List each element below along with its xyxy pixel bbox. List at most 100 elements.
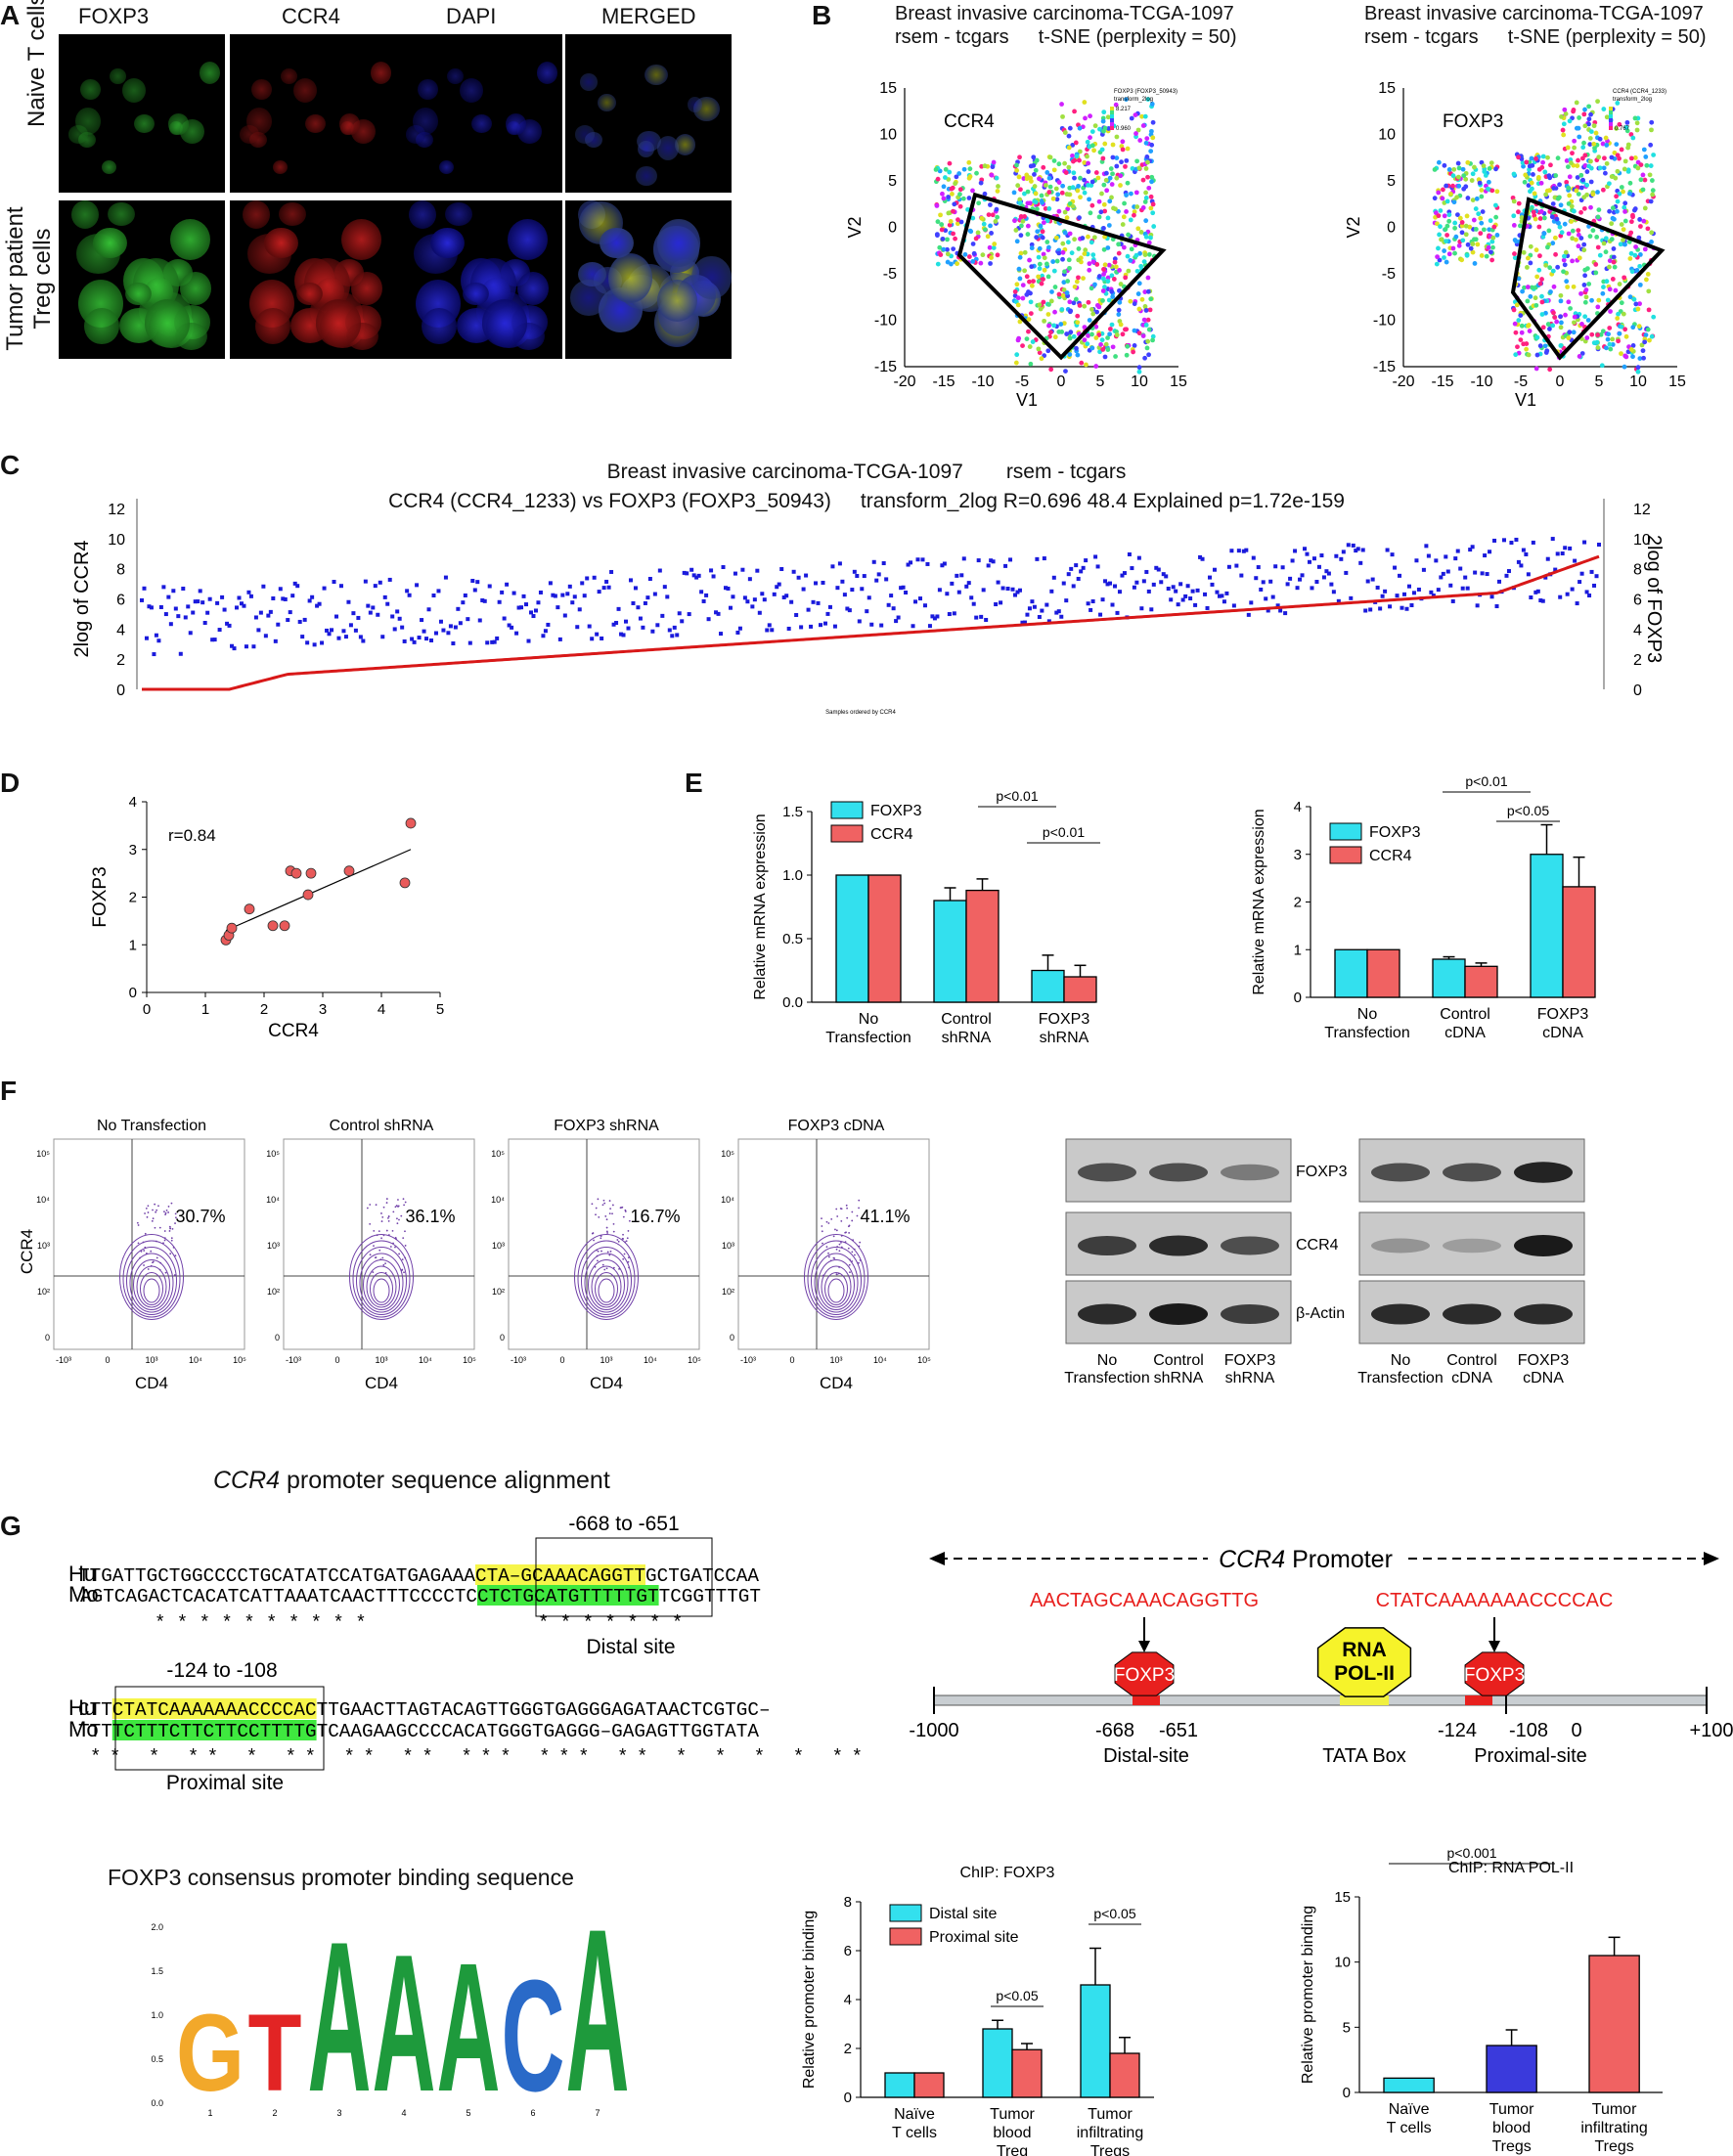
foxp3-point [1341,550,1346,554]
y-tick-label: -5 [883,266,897,283]
foxp3-point [1037,614,1042,619]
tsne-point [1136,365,1142,371]
tsne-point [1444,239,1449,244]
tsne-point [1464,252,1470,258]
tsne-point [1525,255,1531,261]
foxp3-point [346,599,351,604]
tsne-point [1539,299,1545,305]
tsne-point [1100,118,1106,124]
foxp3-point [1363,608,1368,613]
flow-xtick: 10⁴ [644,1355,657,1365]
tsne-point [1061,280,1067,286]
tsne-point [970,259,976,264]
foxp3-point [1022,620,1027,625]
flow-xlabel: CD4 [365,1374,398,1392]
tsne-point [1018,233,1024,239]
foxp3-point [716,611,721,616]
foxp3-point [937,588,942,593]
distal-motif: AACTAGCAAACAGGTTG [1030,1590,1259,1611]
tsne-point [1641,218,1647,224]
tsne-point [1636,324,1642,330]
foxp3-point [855,573,860,578]
tsne-point [1563,249,1569,255]
foxp3-point [1020,620,1025,625]
tsne-point [1524,159,1530,165]
tsne-point [1044,170,1050,175]
foxp3-point [896,615,901,620]
tsne-point [1018,223,1024,229]
tsne-point [1024,172,1030,178]
flow-event [833,1257,836,1259]
tsne-point [1064,331,1070,336]
tsne-point [1036,346,1042,352]
panel-c-title2a: CCR4 (CCR4_1233) vs FOXP3 (FOXP3_50943) [388,490,831,512]
tsne-point [987,244,993,250]
tsne-point [1063,170,1069,175]
conservation-stars: ** * ** * ** ** ** *** *** ** * * * * ** [90,1746,863,1768]
tsne-point [947,160,953,166]
cell-blob [124,282,152,305]
foxp3-point [1509,541,1514,546]
tsne-point [1150,135,1156,141]
tsne-point [1072,237,1077,242]
tsne-point [1093,324,1099,330]
foxp3-point [580,581,585,586]
flow-event [597,1198,600,1201]
flow-event [387,1219,390,1222]
c-ylabel-left: 2log of CCR4 [71,540,93,657]
foxp3-point [689,567,694,572]
tsne-point [1481,227,1487,233]
tsne-point [1105,215,1111,221]
tsne-point [1488,218,1493,224]
flow-event [401,1268,404,1271]
tsne-point [1142,113,1148,119]
flow-event [856,1214,859,1217]
cell-blob [78,131,97,148]
bar-category-label: Tregs [1594,2138,1633,2155]
flow-event [821,1217,822,1220]
flow-event [379,1258,382,1261]
tsne-point [1100,288,1106,293]
tsne-point [1577,255,1582,261]
tsne-point [1562,253,1567,259]
foxp3-point [1326,571,1331,576]
tsne-point [1461,173,1467,179]
tsne-point [1072,284,1078,289]
tsne-point [1476,211,1482,217]
flow-xtick: 0 [105,1355,110,1365]
tsne-point [1606,181,1612,187]
cell-blob [83,307,119,345]
tsne-point [989,172,995,178]
foxp3-point [711,574,716,579]
tsne-point [945,259,951,265]
tsne-point [1531,209,1536,215]
tsne-point [1077,157,1082,163]
tsne-point [1442,255,1446,260]
flow-event [159,1261,162,1264]
cell-blob [371,61,392,84]
tsne-point [1446,212,1452,218]
tsne-point [1612,216,1617,222]
foxp3-point [1266,608,1270,613]
tsne-point [1628,347,1634,352]
tsne-point [1126,232,1132,238]
foxp3-point [156,638,161,643]
foxp3-point [760,592,765,596]
flow-percent: 30.7% [175,1207,225,1226]
foxp3-point [1190,589,1195,594]
flow-event [136,1221,139,1224]
foxp3-point [441,628,446,633]
flow-event [137,1224,140,1226]
tsne-point [1052,309,1057,315]
foxp3-point [1480,571,1485,576]
tsne-point [1123,163,1128,169]
flow-ytick: 10³ [722,1241,734,1251]
flow-ytick: 10² [267,1287,280,1297]
foxp3-point [974,615,979,620]
tsne-point [1089,143,1095,149]
tsne-point [1077,215,1082,221]
tsne-point [1483,172,1489,178]
legend-label: CCR4 [870,826,913,843]
foxp3-point [745,599,750,604]
